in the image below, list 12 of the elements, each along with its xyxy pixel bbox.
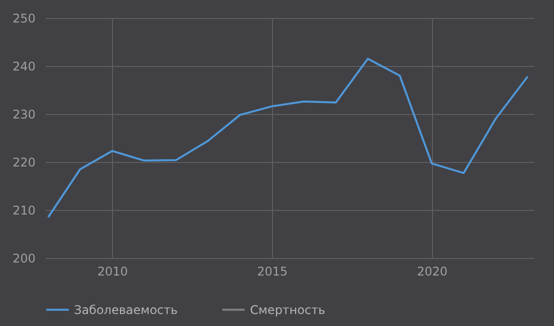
legend-label: Смертность bbox=[250, 302, 326, 317]
line-series bbox=[47, 58, 529, 218]
x-tick-label: 2015 bbox=[257, 264, 288, 278]
x-tick-label: 2010 bbox=[97, 264, 128, 278]
y-tick-label: 240 bbox=[12, 60, 36, 74]
y-tick-label: 210 bbox=[12, 204, 36, 218]
x-tick-label: 2020 bbox=[416, 264, 448, 278]
y-tick-label: 220 bbox=[12, 156, 36, 170]
y-tick-label: 230 bbox=[12, 108, 36, 122]
y-tick-label: 200 bbox=[12, 252, 36, 266]
y-tick-label: 250 bbox=[12, 12, 36, 26]
legend-label: Заболеваемость bbox=[74, 302, 178, 317]
